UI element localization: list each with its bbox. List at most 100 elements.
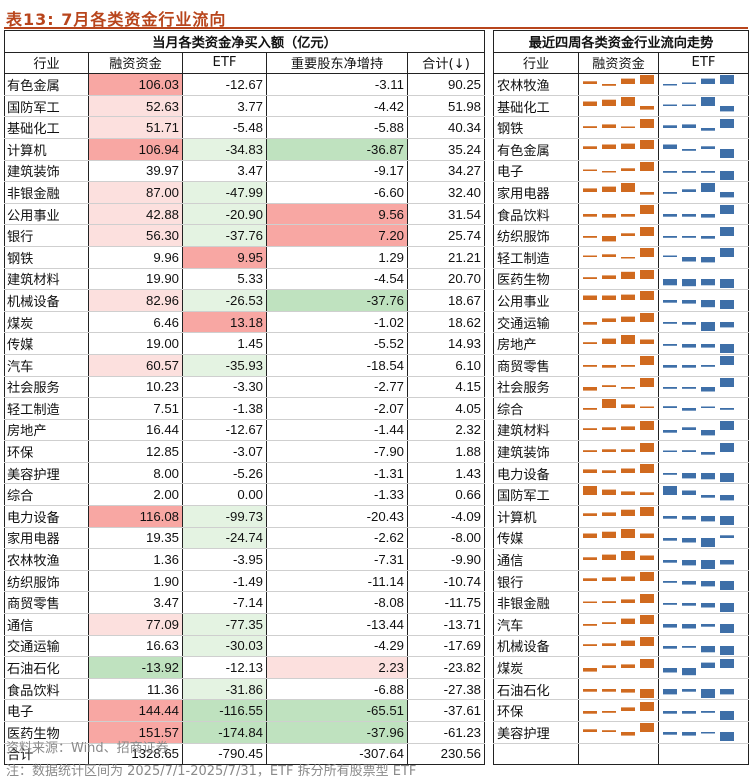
- etf-minibars-bar: [720, 343, 734, 353]
- etf-minibars-bar: [663, 450, 677, 452]
- etf-minibars-bar: [682, 149, 696, 152]
- holders-cell: -1.44: [266, 419, 408, 442]
- etf-minibars-bar: [682, 449, 696, 452]
- etf-minibars-bar: [701, 429, 715, 436]
- financing-cell: 19.35: [88, 527, 183, 550]
- etf-minibars-bar: [682, 645, 696, 648]
- industry-cell: 机械设备: [4, 289, 89, 312]
- table-row: 农林牧渔 1.36 -3.95 -7.31 -9.90 通信: [4, 548, 749, 571]
- etf-minibars: [663, 645, 734, 655]
- financing-minibars-bar: [640, 555, 654, 560]
- financing-minibars-bar: [621, 168, 635, 171]
- financing-minibars-bar: [602, 531, 616, 538]
- etf-cell: 1.45: [182, 332, 267, 355]
- etf-minibars-bar: [663, 255, 677, 258]
- etf-minibars-bar: [682, 170, 696, 173]
- total-cell: 21.21: [407, 246, 485, 269]
- trend-etf-cell: [658, 224, 749, 247]
- total-cell: -4.09: [407, 505, 485, 528]
- financing-cell: 151.57: [88, 721, 183, 744]
- trend-etf-cell: [658, 656, 749, 679]
- financing-minibars-bar: [621, 143, 635, 150]
- trend-etf-cell: [658, 376, 749, 399]
- footnote: 注：数据统计区间为 2025/7/1-2025/7/31，ETF 拆分所有股票型…: [6, 764, 417, 779]
- financing-minibars: [583, 442, 654, 452]
- trend-financing-cell: [578, 160, 659, 183]
- financing-minibars-bar: [583, 322, 597, 325]
- trend-financing-cell: [578, 483, 659, 507]
- etf-minibars: [663, 322, 734, 332]
- holders-cell: -3.11: [266, 73, 408, 96]
- trend-etf-cell: [658, 527, 749, 550]
- financing-cell: 77.09: [88, 613, 183, 636]
- table-row: 电力设备 116.08 -99.73 -20.43 -4.09 计算机: [4, 505, 749, 528]
- table-row: 传媒 19.00 1.45 -5.52 14.93 房地产: [4, 332, 749, 355]
- trend-etf-cell: [658, 613, 749, 636]
- etf-minibars-bar: [663, 300, 677, 304]
- financing-minibars-bar: [621, 183, 635, 193]
- table-row: 钢铁 9.96 9.95 1.29 21.21 轻工制造: [4, 246, 749, 269]
- etf-cell: -12.67: [182, 73, 267, 96]
- financing-minibars-bar: [621, 404, 635, 409]
- total-cell: 51.98: [407, 95, 485, 118]
- etf-minibars-bar: [663, 365, 677, 368]
- trend-financing-cell: [578, 203, 659, 226]
- etf-minibars-bar: [701, 624, 715, 628]
- financing-minibars-bar: [602, 643, 616, 646]
- table-row: 商贸零售 3.47 -7.14 -8.08 -11.75 非银金融: [4, 591, 749, 615]
- etf-cell: -31.86: [182, 678, 267, 701]
- total-cell: 35.24: [407, 138, 485, 161]
- financing-minibars-bar: [621, 599, 635, 603]
- trend-etf-cell: [658, 635, 749, 658]
- financing-minibars-bar: [602, 254, 616, 258]
- financing-minibars-bar: [621, 334, 635, 344]
- industry-cell: 家用电器: [4, 527, 89, 550]
- etf-minibars-bar: [663, 516, 677, 520]
- financing-minibars-bar: [621, 79, 635, 85]
- etf-minibars-bar: [663, 343, 677, 346]
- holders-cell: -7.90: [266, 440, 408, 463]
- col-trend-industry: 行业: [493, 52, 579, 75]
- industry-cell: 国防军工: [4, 95, 89, 118]
- financing-minibars-bar: [602, 427, 616, 430]
- etf-minibars-bar: [682, 278, 696, 287]
- etf-minibars-bar: [701, 494, 715, 498]
- etf-minibars: [663, 658, 734, 675]
- col-holders: 重要股东净增持: [266, 52, 408, 75]
- etf-minibars-bar: [701, 278, 715, 286]
- total-cell: 25.74: [407, 224, 485, 247]
- etf-minibars: [663, 300, 734, 310]
- etf-minibars-bar: [663, 485, 677, 495]
- table-row: 医药生物 151.57 -174.84 -37.96 -61.23 美容护理: [4, 721, 749, 744]
- industry-cell: 钢铁: [4, 246, 89, 269]
- holders-cell: -11.14: [266, 570, 408, 593]
- financing-minibars: [583, 75, 654, 87]
- holders-cell: -20.43: [266, 505, 408, 528]
- etf-minibars-bar: [663, 406, 677, 409]
- trend-industry-cell: 美容护理: [493, 721, 579, 744]
- etf-minibars-bar: [720, 442, 734, 452]
- etf-minibars-bar: [682, 408, 696, 412]
- financing-cell: 19.90: [88, 268, 183, 291]
- trend-industry-cell: 国防军工: [493, 483, 579, 507]
- etf-minibars-bar: [682, 581, 696, 585]
- financing-minibars-bar: [640, 533, 654, 538]
- financing-cell: 106.03: [88, 73, 183, 96]
- etf-cell: -3.95: [182, 548, 267, 571]
- financing-cell: 10.23: [88, 376, 183, 399]
- etf-minibars: [663, 97, 734, 112]
- table-row: 煤炭 6.46 13.18 -1.02 18.62 交通运输: [4, 311, 749, 334]
- total-cell: 6.10: [407, 354, 485, 377]
- trend-etf-cell: [658, 332, 749, 355]
- etf-minibars-bar: [720, 624, 734, 634]
- etf-minibars-bar: [701, 343, 715, 348]
- financing-minibars: [583, 658, 654, 672]
- financing-minibars-bar: [640, 291, 654, 301]
- financing-minibars-bar: [583, 188, 597, 193]
- etf-minibars-bar: [682, 624, 696, 629]
- financing-cell: 11.36: [88, 678, 183, 701]
- trend-industry-cell: 环保: [493, 699, 579, 722]
- etf-minibars: [663, 442, 734, 455]
- industry-cell: 医药生物: [4, 721, 89, 744]
- etf-minibars-bar: [682, 257, 696, 262]
